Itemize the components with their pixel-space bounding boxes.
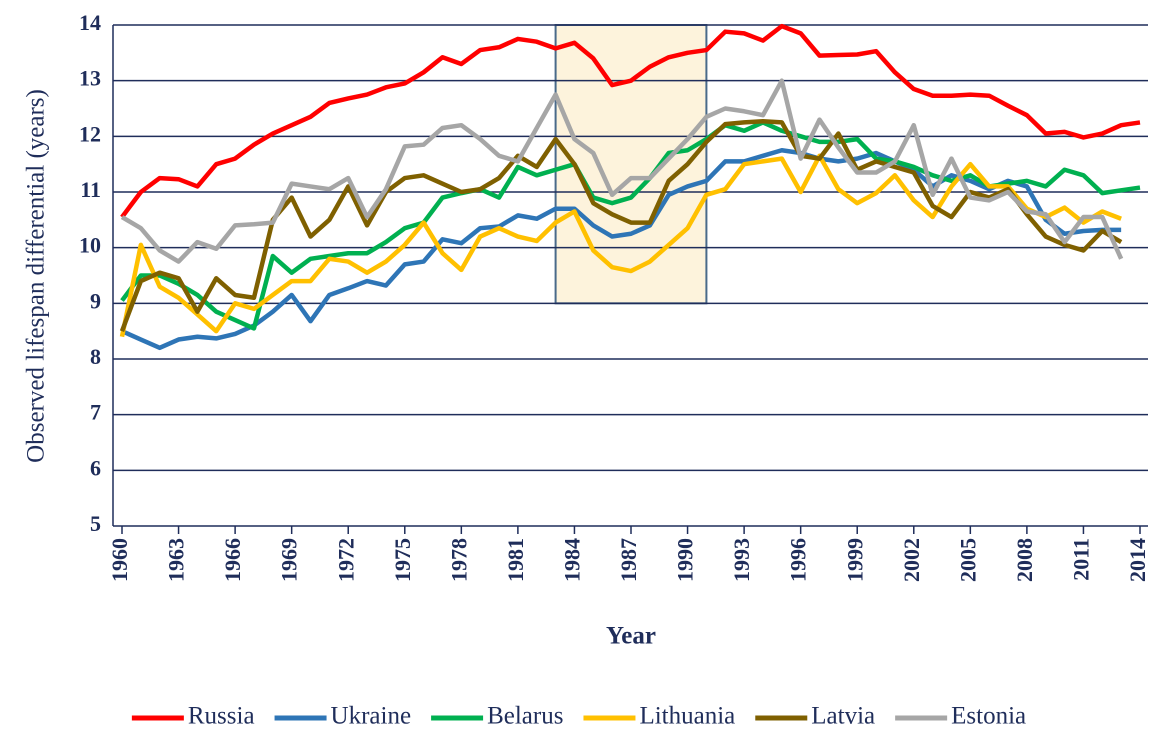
x-tick-label: 1987 <box>616 538 641 582</box>
legend-label: Ukraine <box>331 703 412 730</box>
x-tick-label: 2014 <box>1125 538 1150 582</box>
y-tick-label: 9 <box>90 288 101 313</box>
legend-label: Lithuania <box>639 703 735 730</box>
x-tick-label: 1969 <box>277 538 302 582</box>
legend-label: Belarus <box>487 703 563 730</box>
y-tick-label: 8 <box>90 344 101 369</box>
y-tick-label: 12 <box>79 121 101 146</box>
highlight-region <box>554 24 708 305</box>
x-tick-label: 2005 <box>955 538 980 582</box>
x-tick-label: 2002 <box>899 538 924 582</box>
x-tick-label: 1960 <box>107 538 132 582</box>
series-line <box>120 120 1141 331</box>
x-tick-label: 1993 <box>729 538 754 582</box>
y-axis-title: Observed lifespan differential (years) <box>23 89 50 463</box>
y-tick-label: 7 <box>90 400 101 425</box>
x-tick-label: 1984 <box>559 538 584 582</box>
x-tick-label: 1972 <box>333 538 358 582</box>
series-line <box>119 153 1122 338</box>
y-tick-label: 13 <box>79 66 101 91</box>
y-tick-label: 6 <box>90 455 101 480</box>
legend-label: Russia <box>188 703 255 730</box>
x-tick-label: 2011 <box>1068 538 1093 581</box>
legend-label: Estonia <box>951 703 1026 730</box>
legend-label: Latvia <box>811 703 875 730</box>
x-tick-label: 1963 <box>164 538 189 582</box>
y-tick-label: 5 <box>90 511 101 536</box>
series-line <box>120 23 1141 219</box>
y-tick-label: 10 <box>79 233 101 258</box>
y-tick-label: 11 <box>80 177 101 202</box>
x-tick-label: 1981 <box>503 538 528 582</box>
x-tick-label: 2008 <box>1012 538 1037 582</box>
x-tick-label: 1966 <box>220 538 245 582</box>
x-axis-title: Year <box>606 623 656 650</box>
series-line <box>121 148 1122 351</box>
x-tick-label: 1978 <box>446 538 471 582</box>
x-tick-label: 1975 <box>390 538 415 582</box>
series-line <box>119 119 1123 332</box>
x-tick-label: 1990 <box>673 538 698 582</box>
x-tick-label: 1996 <box>786 538 811 582</box>
x-tick-label: 1999 <box>842 538 867 582</box>
series-line <box>120 78 1124 264</box>
y-tick-label: 14 <box>79 10 101 35</box>
